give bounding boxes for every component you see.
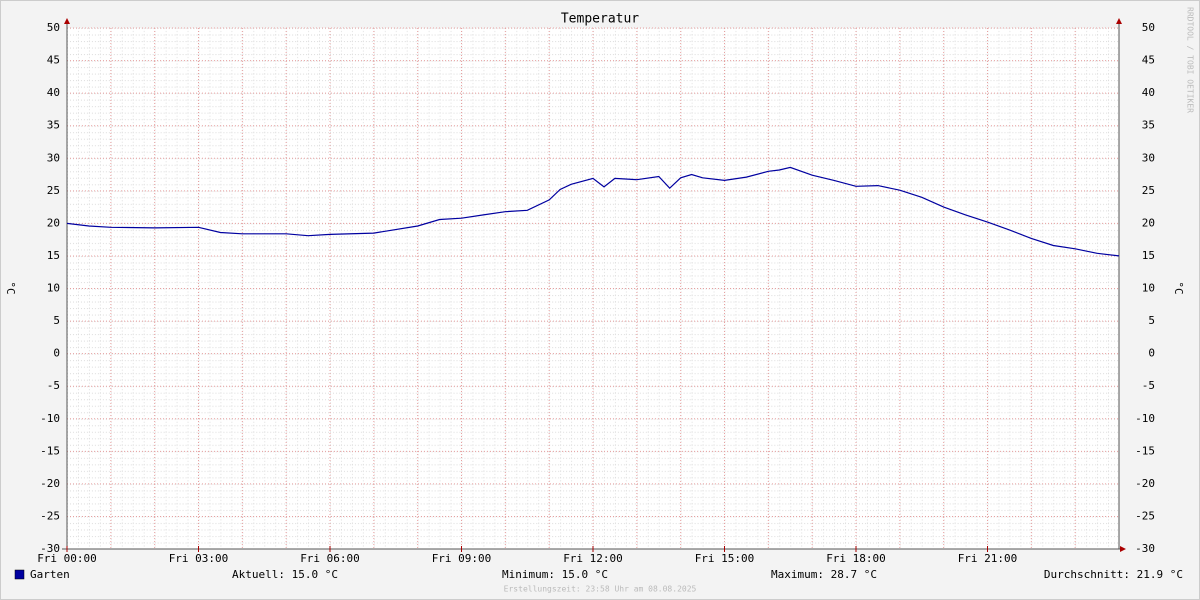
y2-tick-label: -25 (1135, 509, 1155, 522)
y-tick-label: -15 (40, 444, 60, 457)
x-tick-label: Fri 00:00 (37, 552, 97, 565)
y2-tick-label: -10 (1135, 412, 1155, 425)
y2-tick-label: 30 (1142, 151, 1155, 164)
y-tick-label: 5 (53, 314, 60, 327)
legend-stat: Durchschnitt: 21.9 °C (1044, 568, 1183, 581)
y2-tick-label: 40 (1142, 86, 1155, 99)
legend-stat: Maximum: 28.7 °C (771, 568, 877, 581)
y2-tick-label: 45 (1142, 54, 1155, 67)
legend-swatch (14, 569, 25, 580)
y2-tick-label: 50 (1142, 21, 1155, 34)
x-tick-label: Fri 06:00 (300, 552, 360, 565)
y-tick-label: 50 (47, 21, 60, 34)
x-tick-label: Fri 03:00 (169, 552, 229, 565)
legend-stat: Aktuell: 15.0 °C (232, 568, 338, 581)
x-tick-label: Fri 12:00 (563, 552, 623, 565)
y-tick-label: 20 (47, 216, 60, 229)
y2-tick-label: 5 (1148, 314, 1155, 327)
y2-tick-label: 20 (1142, 216, 1155, 229)
y-tick-label: 45 (47, 54, 60, 67)
series-line (66, 166, 1120, 257)
y2-tick-label: -5 (1142, 379, 1155, 392)
y-tick-label: 25 (47, 184, 60, 197)
y-tick-label: 40 (47, 86, 60, 99)
y2-axis-label: °C (1172, 281, 1185, 294)
x-tick-label: Fri 09:00 (432, 552, 492, 565)
y2-tick-label: -15 (1135, 444, 1155, 457)
y-tick-label: -20 (40, 477, 60, 490)
y-axis-label: °C (4, 281, 17, 294)
chart-title: Temperatur (561, 12, 639, 27)
y-tick-label: 0 (53, 347, 60, 360)
y2-tick-label: 35 (1142, 119, 1155, 132)
x-tick-label: Fri 15:00 (695, 552, 755, 565)
y-tick-label: 15 (47, 249, 60, 262)
watermark: RRDTOOL / TOBI OETIKER (1186, 7, 1195, 113)
y-tick-label: 30 (47, 151, 60, 164)
footer: Erstellungszeit: 23:58 Uhr am 08.08.2025 (504, 585, 697, 594)
y2-tick-label: -20 (1135, 477, 1155, 490)
y-tick-label: -30 (40, 542, 60, 555)
legend-label: Garten (30, 568, 70, 581)
y-tick-label: -5 (47, 379, 60, 392)
x-tick-label: Fri 18:00 (826, 552, 886, 565)
y-tick-label: 10 (47, 282, 60, 295)
x-tick-label: Fri 21:00 (958, 552, 1018, 565)
legend-stat: Minimum: 15.0 °C (502, 568, 608, 581)
y-tick-label: -25 (40, 509, 60, 522)
y2-tick-label: 25 (1142, 184, 1155, 197)
y2-tick-label: -30 (1135, 542, 1155, 555)
y-tick-label: -10 (40, 412, 60, 425)
y2-tick-label: 15 (1142, 249, 1155, 262)
y2-tick-label: 10 (1142, 282, 1155, 295)
y-tick-label: 35 (47, 119, 60, 132)
y2-tick-label: 0 (1148, 347, 1155, 360)
